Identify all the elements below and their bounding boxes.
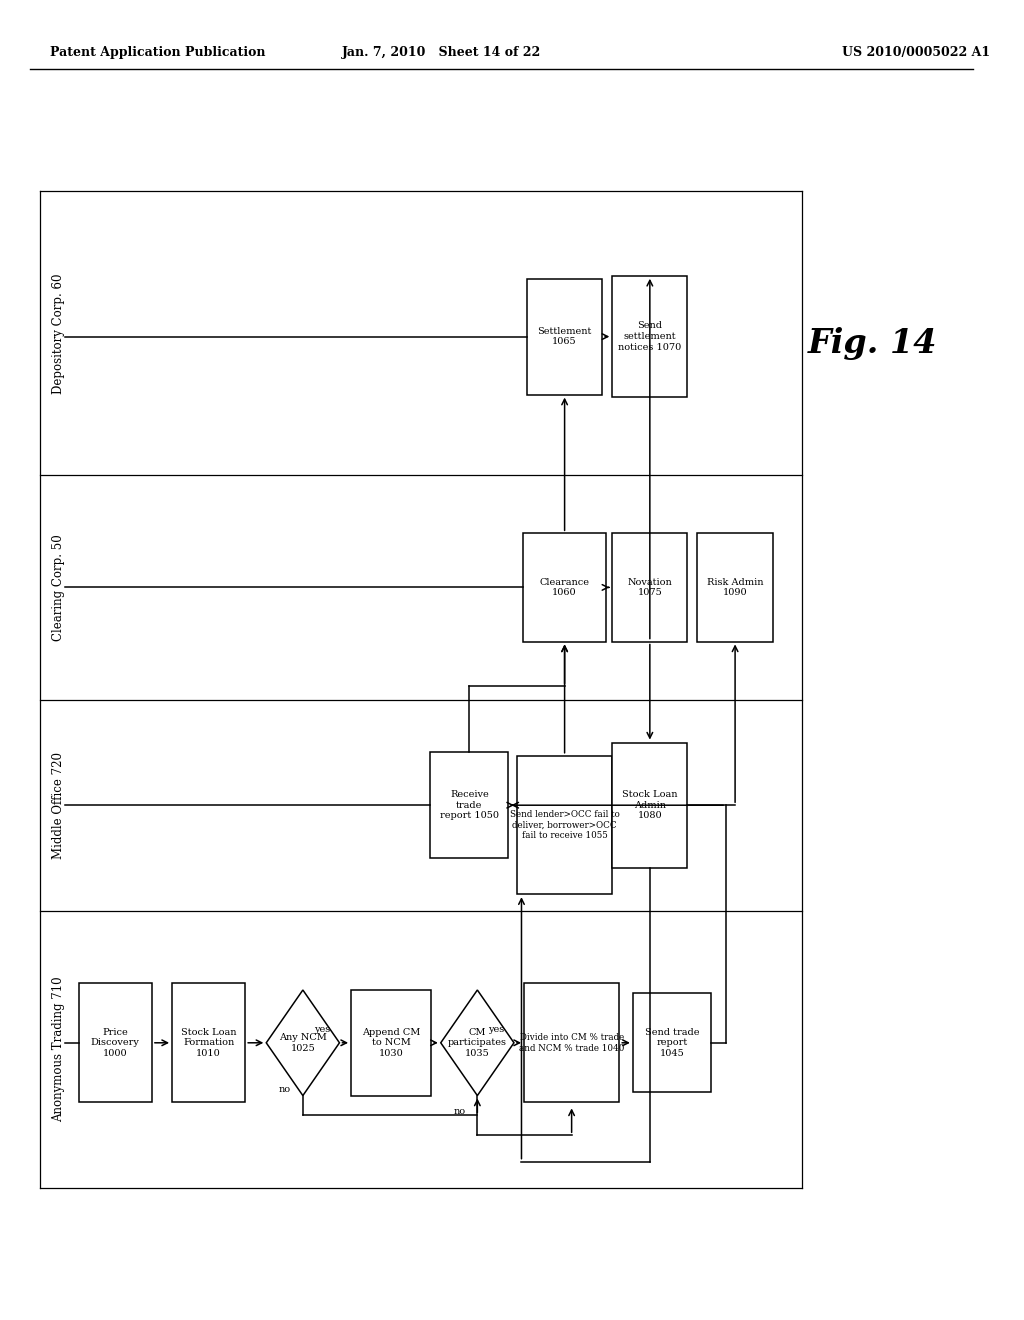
Text: Risk Admin
1090: Risk Admin 1090: [707, 578, 763, 597]
FancyBboxPatch shape: [172, 983, 245, 1102]
Text: Fig. 14: Fig. 14: [808, 327, 937, 360]
Text: Divide into CM % trade
and NCM % trade 1040: Divide into CM % trade and NCM % trade 1…: [519, 1034, 625, 1052]
Text: no: no: [454, 1107, 466, 1115]
FancyBboxPatch shape: [430, 752, 509, 858]
Text: Stock Loan
Formation
1010: Stock Loan Formation 1010: [181, 1027, 237, 1059]
Text: no: no: [279, 1085, 291, 1093]
Text: Price
Discovery
1000: Price Discovery 1000: [91, 1027, 139, 1059]
FancyBboxPatch shape: [79, 983, 152, 1102]
Polygon shape: [440, 990, 514, 1096]
FancyBboxPatch shape: [697, 533, 773, 642]
Text: Send trade
report
1045: Send trade report 1045: [645, 1027, 699, 1059]
Text: Middle Office 720: Middle Office 720: [52, 751, 66, 859]
FancyBboxPatch shape: [612, 742, 687, 869]
FancyBboxPatch shape: [523, 533, 606, 642]
FancyBboxPatch shape: [612, 533, 687, 642]
Text: Send lender>OCC fail to
deliver, borrower>OCC
fail to receive 1055: Send lender>OCC fail to deliver, borrowe…: [510, 809, 620, 841]
FancyBboxPatch shape: [527, 279, 602, 395]
Text: Jan. 7, 2010   Sheet 14 of 22: Jan. 7, 2010 Sheet 14 of 22: [342, 46, 541, 59]
Text: Patent Application Publication: Patent Application Publication: [50, 46, 265, 59]
Text: CM
participates
1035: CM participates 1035: [447, 1027, 507, 1059]
FancyBboxPatch shape: [351, 990, 431, 1096]
FancyBboxPatch shape: [517, 755, 612, 895]
FancyBboxPatch shape: [524, 983, 620, 1102]
Text: Send
settlement
notices 1070: Send settlement notices 1070: [618, 321, 682, 352]
Text: yes: yes: [488, 1026, 505, 1034]
Text: Depository Corp. 60: Depository Corp. 60: [52, 273, 66, 393]
Text: Append CM
to NCM
1030: Append CM to NCM 1030: [361, 1027, 420, 1059]
Text: US 2010/0005022 A1: US 2010/0005022 A1: [843, 46, 990, 59]
Text: Clearing Corp. 50: Clearing Corp. 50: [52, 535, 66, 640]
Text: yes: yes: [314, 1026, 330, 1034]
FancyBboxPatch shape: [612, 276, 687, 397]
Text: Any NCM
1025: Any NCM 1025: [279, 1034, 327, 1052]
Text: Novation
1075: Novation 1075: [628, 578, 672, 597]
Polygon shape: [266, 990, 340, 1096]
FancyBboxPatch shape: [633, 993, 711, 1093]
Text: Receive
trade
report 1050: Receive trade report 1050: [440, 789, 499, 821]
Text: Stock Loan
Admin
1080: Stock Loan Admin 1080: [623, 789, 678, 821]
Text: Clearance
1060: Clearance 1060: [540, 578, 590, 597]
Text: Settlement
1065: Settlement 1065: [538, 327, 592, 346]
Text: Anonymous Trading 710: Anonymous Trading 710: [52, 977, 66, 1122]
